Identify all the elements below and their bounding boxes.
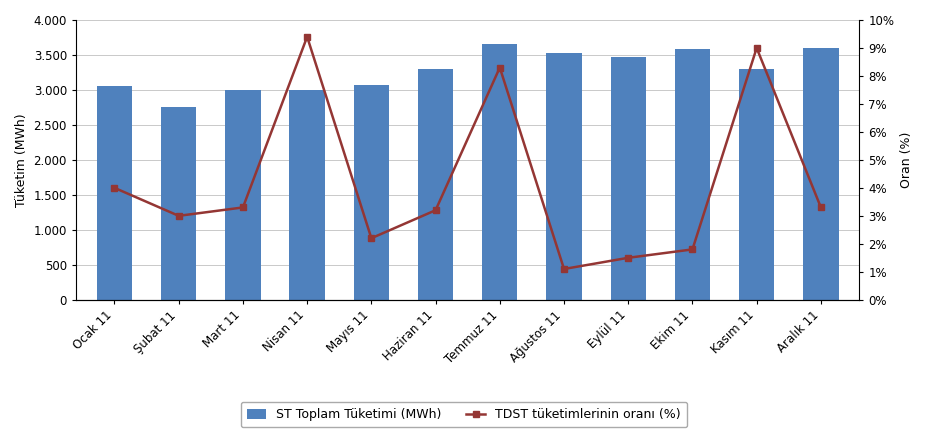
TDST tüketimlerinin oranı (%) (108, 185, 120, 191)
Bar (674, 49, 709, 300)
Y-axis label: Tüketim (MWh): Tüketim (MWh) (15, 113, 28, 207)
TDST tüketimlerinin oranı (%) (494, 65, 505, 70)
TDST tüketimlerinin oranı (%) (173, 213, 184, 219)
TDST tüketimlerinin oranı (%) (558, 266, 569, 272)
TDST tüketimlerinin oranı (%) (365, 236, 376, 241)
Bar (803, 48, 838, 300)
TDST tüketimlerinin oranı (%) (686, 247, 697, 252)
Bar (225, 90, 260, 300)
Legend: ST Toplam Tüketimi (MWh), TDST tüketimlerinin oranı (%): ST Toplam Tüketimi (MWh), TDST tüketimle… (241, 402, 686, 427)
Y-axis label: Oran (%): Oran (%) (899, 132, 912, 188)
TDST tüketimlerinin oranı (%) (301, 34, 312, 39)
Bar (353, 85, 388, 300)
Bar (482, 45, 517, 300)
Bar (96, 86, 132, 300)
TDST tüketimlerinin oranı (%) (750, 46, 761, 51)
TDST tüketimlerinin oranı (%) (622, 255, 633, 261)
Bar (289, 90, 324, 300)
Bar (161, 107, 197, 300)
Bar (546, 53, 581, 300)
TDST tüketimlerinin oranı (%) (237, 205, 248, 210)
TDST tüketimlerinin oranı (%) (815, 205, 826, 210)
Bar (738, 69, 773, 300)
TDST tüketimlerinin oranı (%) (429, 208, 440, 213)
Line: TDST tüketimlerinin oranı (%): TDST tüketimlerinin oranı (%) (111, 33, 823, 272)
Bar (610, 57, 645, 300)
Bar (417, 69, 452, 300)
